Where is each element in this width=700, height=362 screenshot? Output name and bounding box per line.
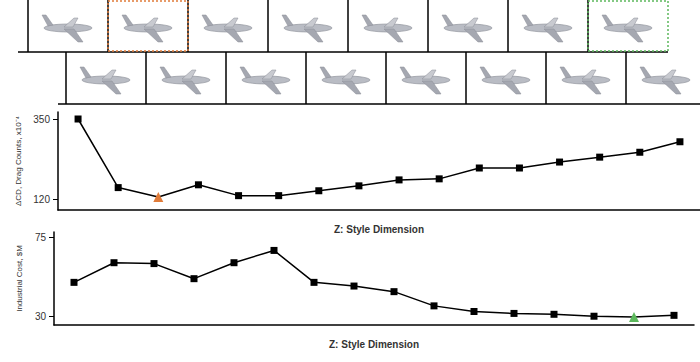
svg-text:Z: Style Dimension: Z: Style Dimension bbox=[329, 339, 419, 350]
svg-text:ΔCD, Drag Counts, x10⁻⁴: ΔCD, Drag Counts, x10⁻⁴ bbox=[14, 115, 23, 206]
svg-text:Z: Style Dimension: Z: Style Dimension bbox=[334, 224, 424, 235]
svg-text:30: 30 bbox=[35, 311, 47, 322]
svg-text:Industrial Cost, $M: Industrial Cost, $M bbox=[15, 245, 24, 312]
svg-text:350: 350 bbox=[33, 114, 50, 125]
svg-text:120: 120 bbox=[33, 194, 50, 205]
svg-text:75: 75 bbox=[35, 232, 47, 243]
